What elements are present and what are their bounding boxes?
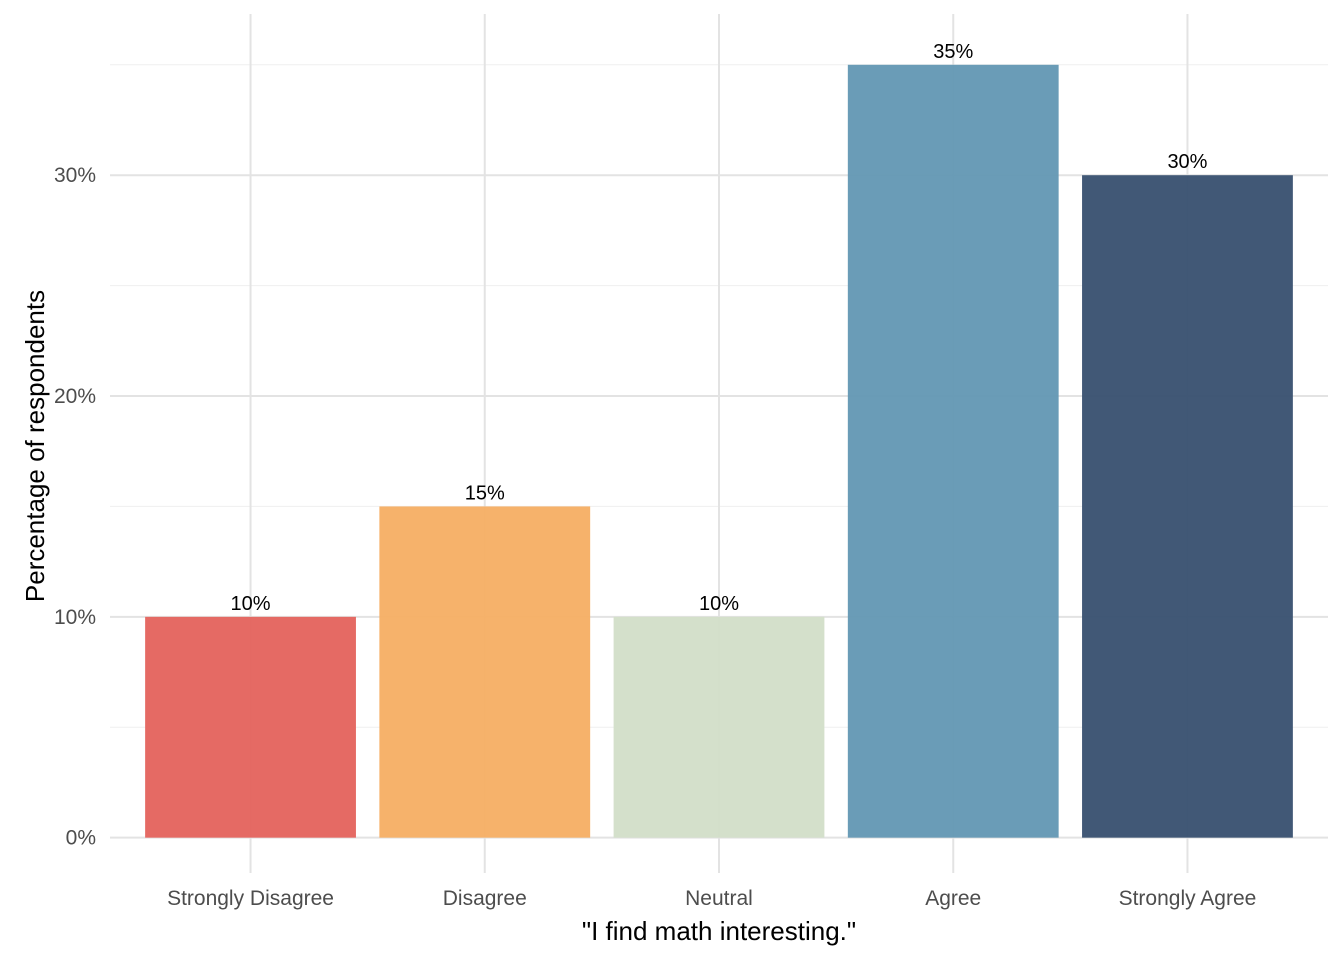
bar-value-label: 35% [933, 41, 973, 63]
bar [1082, 175, 1293, 838]
bars [145, 64, 1293, 838]
bar-value-label: 10% [699, 593, 739, 615]
x-tick-label: Agree [925, 887, 981, 910]
x-tick-label: Strongly Disagree [167, 887, 334, 910]
bar-value-label: 15% [465, 482, 505, 504]
x-tick-label: Neutral [685, 887, 753, 910]
bar-value-label: 30% [1167, 151, 1207, 173]
bar [847, 64, 1059, 838]
bar [145, 616, 356, 838]
y-tick-label: 30% [54, 164, 96, 187]
bar [379, 506, 591, 838]
y-tick-label: 20% [54, 385, 96, 408]
data-labels: 10% 15% 10% 35% 30% [231, 41, 1208, 615]
x-axis-title: "I find math interesting." [582, 916, 856, 946]
y-axis-title: Percentage of respondents [20, 290, 50, 602]
y-tick-label: 0% [66, 827, 96, 850]
x-axis-ticks: Strongly Disagree Disagree Neutral Agree Str… [167, 887, 1256, 910]
x-tick-label: Strongly Agree [1119, 887, 1257, 910]
y-tick-label: 10% [54, 606, 96, 629]
bar-value-label: 10% [231, 593, 271, 615]
x-tick-label: Disagree [443, 887, 527, 910]
bar [613, 616, 825, 838]
y-axis-ticks: 0% 10% 20% 30% [54, 164, 96, 849]
